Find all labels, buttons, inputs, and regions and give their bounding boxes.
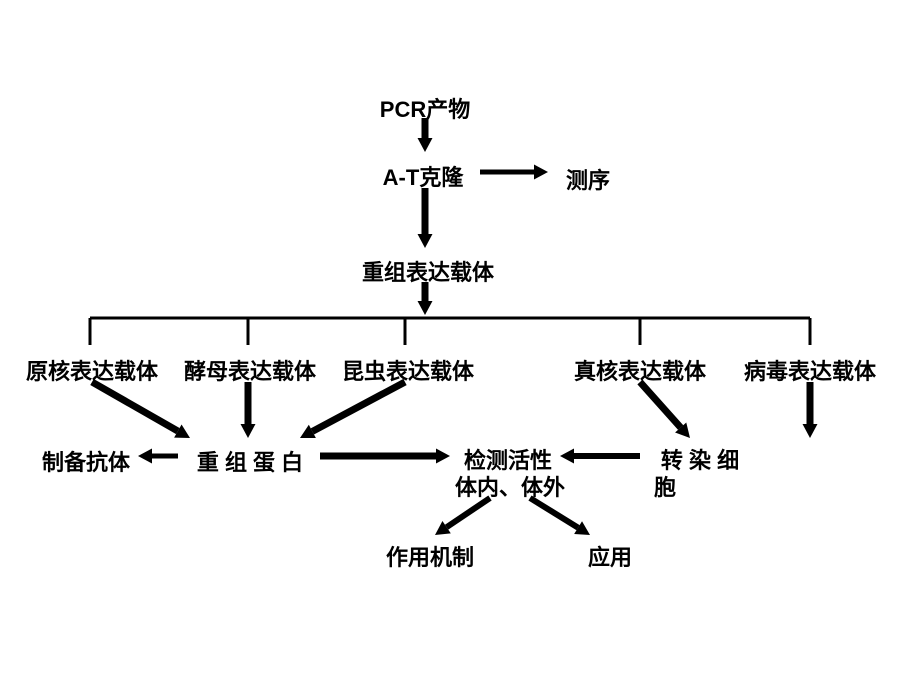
node-yeast: 酵母表达载体 (180, 354, 320, 386)
node-pcr: PCR产物 (375, 92, 475, 124)
node-euk: 真核表达载体 (570, 354, 710, 386)
node-antibody: 制备抗体 (36, 445, 136, 477)
node-recomb: 重组表达载体 (358, 255, 498, 287)
node-application: 应用 (580, 540, 640, 572)
node-atclone: A-T克隆 (373, 160, 473, 192)
node-protein: 重 组 蛋 白 (185, 445, 315, 477)
node-virus: 病毒表达载体 (740, 354, 880, 386)
node-detect2: 体内、体外 (450, 470, 570, 502)
node-insect: 昆虫表达载体 (338, 354, 478, 386)
node-transfect2: 胞 (650, 470, 680, 502)
node-sequencing: 测序 (558, 163, 618, 195)
node-prok: 原核表达载体 (22, 354, 162, 386)
node-mechanism: 作用机制 (380, 540, 480, 572)
